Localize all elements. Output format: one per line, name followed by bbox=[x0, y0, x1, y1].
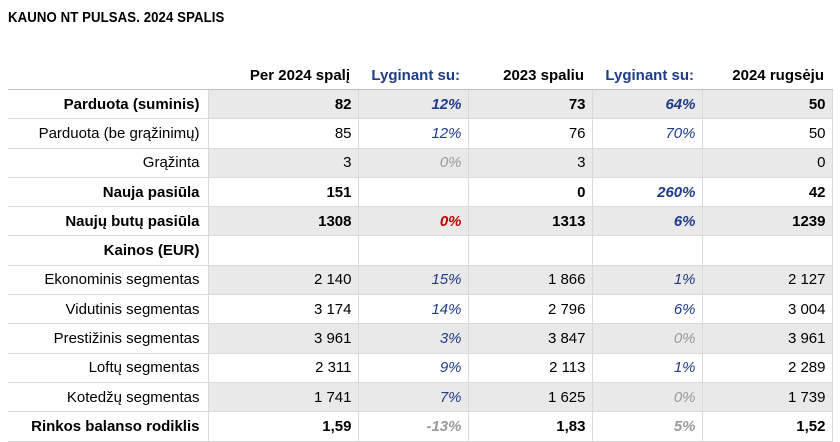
header-prev-year: 2023 spaliu bbox=[468, 61, 592, 90]
change-vs-prev-year: 0% bbox=[357, 148, 468, 178]
row-label: Parduota (suminis) bbox=[8, 89, 208, 120]
table-row: Grąžinta 3 0% 3 0 bbox=[8, 148, 833, 178]
value-prev-year: 1 866 bbox=[467, 265, 592, 296]
header-row: Per 2024 spalį Lyginant su: 2023 spaliu … bbox=[8, 61, 832, 90]
value-prev-month: 1 739 bbox=[701, 382, 833, 413]
value-prev-year: 3 847 bbox=[467, 323, 592, 354]
value-current: 3 174 bbox=[207, 294, 358, 325]
value-current: 2 311 bbox=[207, 353, 358, 383]
table-row: Naujų butų pasiūla 1308 0% 1313 6% 1239 bbox=[8, 206, 833, 237]
change-vs-prev-month bbox=[591, 235, 702, 266]
row-label: Nauja pasiūla bbox=[8, 177, 208, 208]
value-prev-month: 1239 bbox=[701, 206, 833, 237]
change-vs-prev-month bbox=[591, 148, 702, 178]
change-vs-prev-year bbox=[357, 177, 468, 208]
change-vs-prev-year: 0% bbox=[357, 206, 468, 237]
value-prev-year: 3 bbox=[467, 148, 592, 178]
value-prev-year bbox=[467, 235, 592, 266]
change-vs-prev-month: 6% bbox=[591, 206, 702, 237]
value-prev-year: 1,83 bbox=[467, 411, 592, 442]
value-prev-month: 2 127 bbox=[701, 265, 833, 296]
change-vs-prev-month: 1% bbox=[591, 265, 702, 296]
table-row: Prestižinis segmentas 3 961 3% 3 847 0% 3 961 bbox=[8, 323, 833, 354]
row-label: Prestižinis segmentas bbox=[8, 323, 208, 354]
header-prev-month: 2024 rugsėju bbox=[702, 61, 832, 90]
table-row: Vidutinis segmentas 3 174 14% 2 796 6% 3 004 bbox=[8, 294, 833, 325]
change-vs-prev-month: 260% bbox=[591, 177, 702, 208]
header-current: Per 2024 spalį bbox=[208, 61, 358, 90]
market-table: Per 2024 spalį Lyginant su: 2023 spaliu … bbox=[8, 61, 833, 442]
value-prev-year: 2 796 bbox=[467, 294, 592, 325]
header-compare-2: Lyginant su: bbox=[592, 61, 702, 90]
row-label: Kainos (EUR) bbox=[8, 235, 208, 266]
change-vs-prev-year: 3% bbox=[357, 323, 468, 354]
change-vs-prev-year: 15% bbox=[357, 265, 468, 296]
header-compare-1: Lyginant su: bbox=[358, 61, 468, 90]
value-prev-month: 50 bbox=[701, 89, 833, 120]
change-vs-prev-month: 1% bbox=[591, 353, 702, 383]
value-current bbox=[207, 235, 358, 266]
change-vs-prev-year: 12% bbox=[357, 118, 468, 149]
row-label: Kotedžų segmentas bbox=[8, 382, 208, 413]
value-prev-month bbox=[701, 235, 833, 266]
change-vs-prev-year: 14% bbox=[357, 294, 468, 325]
table-row: Kainos (EUR) bbox=[8, 235, 833, 266]
value-current: 3 bbox=[207, 148, 358, 178]
table-row: Ekonominis segmentas 2 140 15% 1 866 1% 2 127 bbox=[8, 265, 833, 296]
value-prev-month: 50 bbox=[701, 118, 833, 149]
table-row: Loftų segmentas 2 311 9% 2 113 1% 2 289 bbox=[8, 353, 833, 383]
value-prev-year: 2 113 bbox=[467, 353, 592, 383]
table-row: Rinkos balanso rodiklis 1,59 -13% 1,83 5% 1,5… bbox=[8, 411, 833, 442]
value-prev-month: 3 961 bbox=[701, 323, 833, 354]
value-current: 82 bbox=[207, 89, 358, 120]
change-vs-prev-year bbox=[357, 235, 468, 266]
change-vs-prev-year: 7% bbox=[357, 382, 468, 413]
page-title: KAUNO NT PULSAS. 2024 SPALIS bbox=[8, 9, 225, 26]
row-label: Vidutinis segmentas bbox=[8, 294, 208, 325]
value-prev-year: 0 bbox=[467, 177, 592, 208]
row-label: Loftų segmentas bbox=[8, 353, 208, 383]
table-row: Nauja pasiūla 151 0 260% 42 bbox=[8, 177, 833, 208]
value-prev-year: 1 625 bbox=[467, 382, 592, 413]
value-current: 1,59 bbox=[207, 411, 358, 442]
row-label: Parduota (be grąžinimų) bbox=[8, 118, 208, 149]
change-vs-prev-year: -13% bbox=[357, 411, 468, 442]
value-prev-month: 42 bbox=[701, 177, 833, 208]
row-label: Grąžinta bbox=[8, 148, 208, 178]
value-prev-year: 1313 bbox=[467, 206, 592, 237]
value-current: 1 741 bbox=[207, 382, 358, 413]
change-vs-prev-month: 0% bbox=[591, 382, 702, 413]
row-label: Ekonominis segmentas bbox=[8, 265, 208, 296]
value-current: 151 bbox=[207, 177, 358, 208]
table-row: Parduota (suminis) 82 12% 73 64% 50 bbox=[8, 89, 833, 120]
value-current: 1308 bbox=[207, 206, 358, 237]
value-prev-month: 3 004 bbox=[701, 294, 833, 325]
value-current: 2 140 bbox=[207, 265, 358, 296]
value-current: 85 bbox=[207, 118, 358, 149]
value-prev-year: 76 bbox=[467, 118, 592, 149]
value-prev-month: 1,52 bbox=[701, 411, 833, 442]
change-vs-prev-month: 0% bbox=[591, 323, 702, 354]
row-label: Rinkos balanso rodiklis bbox=[8, 411, 208, 442]
header-label bbox=[8, 61, 208, 90]
table-row: Kotedžų segmentas 1 741 7% 1 625 0% 1 739 bbox=[8, 382, 833, 413]
value-prev-month: 0 bbox=[701, 148, 833, 178]
change-vs-prev-month: 5% bbox=[591, 411, 702, 442]
row-label: Naujų butų pasiūla bbox=[8, 206, 208, 237]
table-row: Parduota (be grąžinimų) 85 12% 76 70% 50 bbox=[8, 118, 833, 149]
change-vs-prev-year: 12% bbox=[357, 89, 468, 120]
value-prev-month: 2 289 bbox=[701, 353, 833, 383]
change-vs-prev-month: 64% bbox=[591, 89, 702, 120]
value-prev-year: 73 bbox=[467, 89, 592, 120]
change-vs-prev-month: 70% bbox=[591, 118, 702, 149]
change-vs-prev-year: 9% bbox=[357, 353, 468, 383]
change-vs-prev-month: 6% bbox=[591, 294, 702, 325]
value-current: 3 961 bbox=[207, 323, 358, 354]
